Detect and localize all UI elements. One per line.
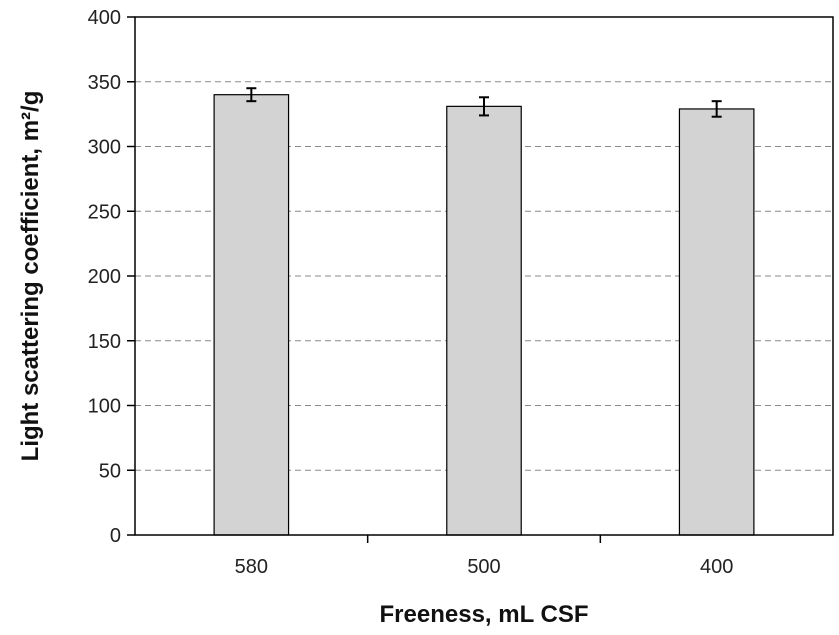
bars bbox=[213, 94, 755, 536]
x-tick-label: 400 bbox=[700, 556, 733, 578]
y-tick-label: 200 bbox=[88, 266, 121, 288]
x-tick-label: 580 bbox=[235, 556, 268, 578]
x-axis-ticks: 580 500 400 bbox=[235, 535, 733, 578]
y-tick-label: 0 bbox=[110, 525, 121, 547]
y-tick-label: 150 bbox=[88, 331, 121, 353]
y-tick-label: 400 bbox=[88, 7, 121, 29]
bar bbox=[678, 108, 755, 536]
y-tick-label: 100 bbox=[88, 396, 121, 418]
y-tick-label: 300 bbox=[88, 137, 121, 159]
y-tick-label: 350 bbox=[88, 72, 121, 94]
x-axis-title: Freeness, mL CSF bbox=[380, 601, 589, 628]
error-bars bbox=[246, 87, 722, 118]
y-tick-label: 50 bbox=[99, 460, 121, 482]
bar bbox=[213, 94, 290, 536]
x-tick-label: 500 bbox=[467, 556, 500, 578]
y-axis-title: Light scattering coefficient, m²/g bbox=[17, 91, 44, 462]
y-axis-ticks: 0 50 100 150 200 250 300 350 400 bbox=[88, 7, 135, 547]
y-tick-label: 250 bbox=[88, 201, 121, 223]
bar bbox=[446, 105, 522, 536]
